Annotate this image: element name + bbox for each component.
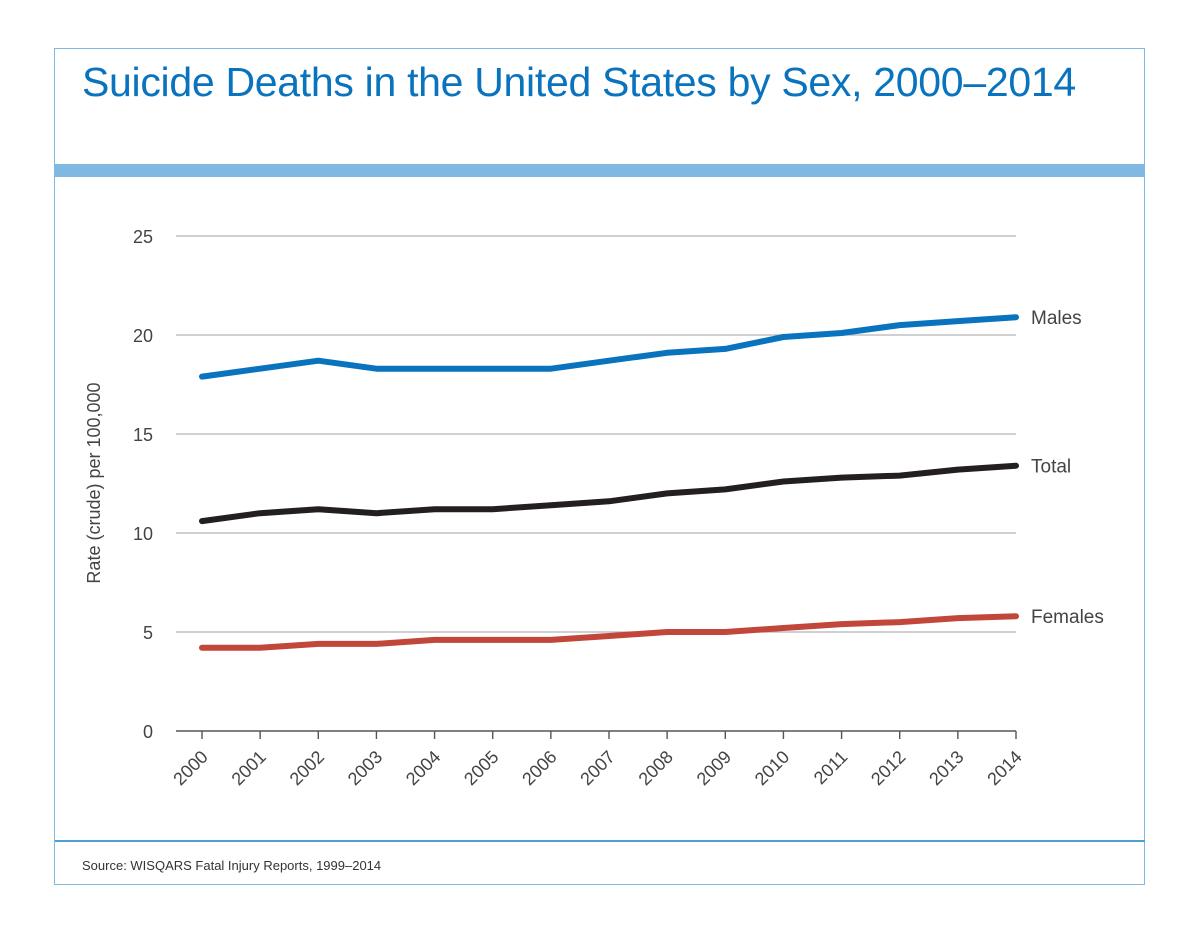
y-tick-label: 0 xyxy=(143,722,153,742)
x-tick-label: 2003 xyxy=(344,747,386,789)
series-line-females xyxy=(199,613,1019,651)
x-tick-label: 2002 xyxy=(286,747,328,789)
x-tick-label: 2004 xyxy=(402,747,444,789)
x-tick-label: 2012 xyxy=(867,747,909,789)
x-tick-label: 2009 xyxy=(693,747,735,789)
x-tick-label: 2000 xyxy=(169,747,211,789)
x-tick-label: 2014 xyxy=(983,747,1025,789)
series-labels: Males Total Females xyxy=(1031,308,1104,628)
y-axis-label: Rate (crude) per 100,000 xyxy=(84,382,104,583)
x-tick-label: 2006 xyxy=(518,747,560,789)
x-tick-label: 2010 xyxy=(751,747,793,789)
source-note: Source: WISQARS Fatal Injury Reports, 19… xyxy=(82,858,382,873)
footer-divider xyxy=(55,840,1145,842)
y-tick-label: 5 xyxy=(143,623,153,643)
x-tick-label: 2011 xyxy=(810,747,852,789)
chart-frame xyxy=(54,48,1145,885)
x-tick-label: 2008 xyxy=(635,747,677,789)
x-tick-label: 2013 xyxy=(925,747,967,789)
series-label-females: Females xyxy=(1031,607,1104,628)
series-label-total: Total xyxy=(1031,457,1071,478)
x-tick-label: 2005 xyxy=(460,747,502,789)
y-axis-ticks: 0 5 10 15 20 25 xyxy=(133,227,153,742)
x-tick-label: 2001 xyxy=(228,747,270,789)
y-tick-label: 25 xyxy=(133,227,153,247)
series-lines xyxy=(199,314,1019,651)
series-line-total xyxy=(199,462,1019,525)
y-tick-label: 20 xyxy=(133,326,153,346)
series-label-males: Males xyxy=(1031,308,1082,329)
title-band xyxy=(55,164,1145,177)
x-tick-label: 2007 xyxy=(576,747,618,789)
series-line-males xyxy=(199,314,1019,380)
chart-title: Suicide Deaths in the United States by S… xyxy=(82,59,1076,105)
y-tick-label: 15 xyxy=(133,425,153,445)
x-axis: 2000 2001 2002 2003 2004 2005 2006 2007 2008 2009… xyxy=(169,730,1026,789)
gridlines xyxy=(176,235,1016,633)
y-tick-label: 10 xyxy=(133,524,153,544)
